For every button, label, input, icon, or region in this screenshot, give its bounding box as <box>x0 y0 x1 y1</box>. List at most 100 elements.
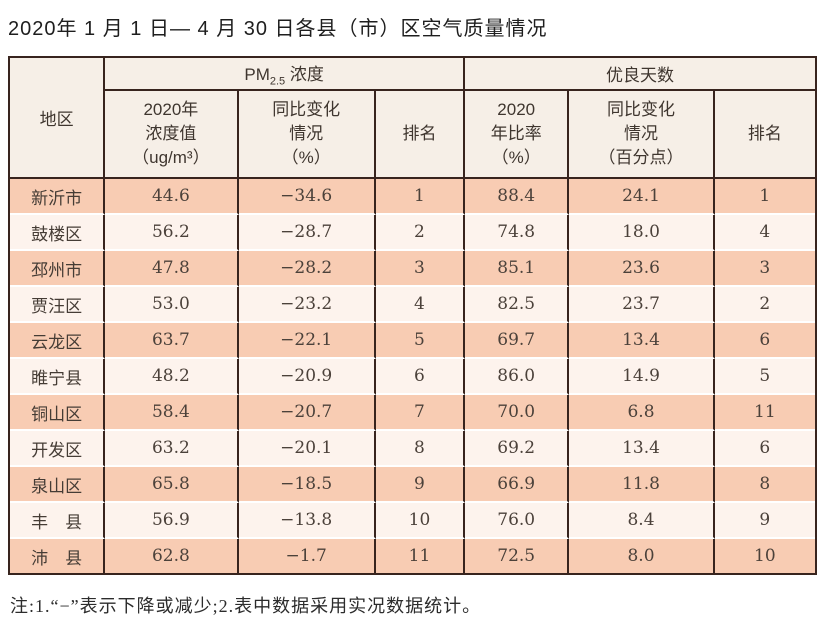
days-rate-cell: 76.0 <box>465 503 570 539</box>
days-rate-cell: 69.2 <box>465 431 570 467</box>
region-cell: 泉山区 <box>10 467 106 503</box>
pm-rank-cell: 6 <box>375 359 466 395</box>
pm-value-cell: 44.6 <box>105 179 239 215</box>
days-rank-cell: 6 <box>714 431 815 467</box>
table-row: 开发区 63.2 −20.1 8 69.2 13.4 6 <box>10 431 815 467</box>
column-header-pm-rank: 排名 <box>375 91 466 179</box>
days-change-cell: 13.4 <box>569 431 715 467</box>
pm-rank-cell: 3 <box>375 251 466 287</box>
days-rate-cell: 86.0 <box>465 359 570 395</box>
column-header-days-rank: 排名 <box>714 91 815 179</box>
column-header-region: 地区 <box>10 58 106 179</box>
pm-value-cell: 62.8 <box>105 539 239 573</box>
table-body: 新沂市 44.6 −34.6 1 88.4 24.1 1 鼓楼区 56.2 −2… <box>10 179 815 573</box>
days-rate-cell: 69.7 <box>465 323 570 359</box>
pm-value-cell: 56.2 <box>105 215 239 251</box>
table-row: 鼓楼区 56.2 −28.7 2 74.8 18.0 4 <box>10 215 815 251</box>
pm-change-cell: −20.9 <box>238 359 376 395</box>
region-cell: 鼓楼区 <box>10 215 106 251</box>
days-change-cell: 18.0 <box>569 215 715 251</box>
days-rank-cell: 1 <box>714 179 815 215</box>
column-header-pm-value: 2020年 浓度值 （ug/m³） <box>105 91 239 179</box>
pm-value-cell: 47.8 <box>105 251 239 287</box>
region-cell: 新沂市 <box>10 179 106 215</box>
days-change-cell: 14.9 <box>569 359 715 395</box>
region-cell: 开发区 <box>10 431 106 467</box>
days-rank-cell: 8 <box>714 467 815 503</box>
column-group-good-days: 优良天数 <box>465 58 815 91</box>
days-rate-cell: 85.1 <box>465 251 570 287</box>
pm-value-cell: 63.2 <box>105 431 239 467</box>
pm25-label-suffix: 浓度 <box>285 64 324 84</box>
days-rank-cell: 5 <box>714 359 815 395</box>
days-rank-cell: 11 <box>714 395 815 431</box>
days-rank-cell: 9 <box>714 503 815 539</box>
pm-change-cell: −34.6 <box>238 179 376 215</box>
column-header-days-rate: 2020 年比率 （%） <box>465 91 570 179</box>
air-quality-table: 地区 PM2.5 浓度 优良天数 2020年 浓度值 （ug/m³） 同比变化 … <box>8 56 817 575</box>
pm-rank-cell: 9 <box>375 467 466 503</box>
table-row: 新沂市 44.6 −34.6 1 88.4 24.1 1 <box>10 179 815 215</box>
pm-value-cell: 53.0 <box>105 287 239 323</box>
table-row: 铜山区 58.4 −20.7 7 70.0 6.8 11 <box>10 395 815 431</box>
column-header-days-change: 同比变化 情况 （百分点） <box>569 91 715 179</box>
days-rank-cell: 10 <box>714 539 815 573</box>
footnote: 注:1.“−”表示下降或减少;2.表中数据采用实况数据统计。 <box>10 596 482 616</box>
region-cell: 邳州市 <box>10 251 106 287</box>
pm-change-cell: −13.8 <box>238 503 376 539</box>
pm-value-cell: 56.9 <box>105 503 239 539</box>
table-row: 泉山区 65.8 −18.5 9 66.9 11.8 8 <box>10 467 815 503</box>
days-change-cell: 11.8 <box>569 467 715 503</box>
days-rate-cell: 88.4 <box>465 179 570 215</box>
pm-value-cell: 63.7 <box>105 323 239 359</box>
days-change-cell: 13.4 <box>569 323 715 359</box>
pm-rank-cell: 1 <box>375 179 466 215</box>
pm-change-cell: −28.7 <box>238 215 376 251</box>
header-group-row: 地区 PM2.5 浓度 优良天数 <box>10 58 815 179</box>
days-rate-cell: 82.5 <box>465 287 570 323</box>
page-title: 2020年 1 月 1 日— 4 月 30 日各县（市）区空气质量情况 <box>8 18 548 40</box>
days-change-cell: 23.7 <box>569 287 715 323</box>
pm-value-cell: 65.8 <box>105 467 239 503</box>
days-rate-cell: 74.8 <box>465 215 570 251</box>
days-rank-cell: 3 <box>714 251 815 287</box>
header-sub-row: 2020年 浓度值 （ug/m³） 同比变化 情况 （%） 排名 2020 年比… <box>10 91 815 179</box>
region-cell: 沛 县 <box>10 539 106 573</box>
pm25-label-prefix: PM <box>244 64 270 84</box>
pm-value-cell: 48.2 <box>105 359 239 395</box>
column-header-pm-change: 同比变化 情况 （%） <box>238 91 376 179</box>
column-group-pm25: PM2.5 浓度 <box>105 58 466 91</box>
days-change-cell: 8.0 <box>569 539 715 573</box>
region-cell: 贾汪区 <box>10 287 106 323</box>
region-cell: 云龙区 <box>10 323 106 359</box>
days-rank-cell: 2 <box>714 287 815 323</box>
pm25-subscript: 2.5 <box>269 75 286 88</box>
table-row: 睢宁县 48.2 −20.9 6 86.0 14.9 5 <box>10 359 815 395</box>
table-row: 贾汪区 53.0 −23.2 4 82.5 23.7 2 <box>10 287 815 323</box>
days-rate-cell: 70.0 <box>465 395 570 431</box>
pm-rank-cell: 2 <box>375 215 466 251</box>
pm-change-cell: −20.7 <box>238 395 376 431</box>
pm-rank-cell: 8 <box>375 431 466 467</box>
table-header: 地区 PM2.5 浓度 优良天数 2020年 浓度值 （ug/m³） 同比变化 … <box>10 58 815 179</box>
region-cell: 丰 县 <box>10 503 106 539</box>
days-rate-cell: 72.5 <box>465 539 570 573</box>
days-rank-cell: 6 <box>714 323 815 359</box>
days-rate-cell: 66.9 <box>465 467 570 503</box>
days-change-cell: 23.6 <box>569 251 715 287</box>
pm-value-cell: 58.4 <box>105 395 239 431</box>
pm-rank-cell: 10 <box>375 503 466 539</box>
days-rank-cell: 4 <box>714 215 815 251</box>
days-change-cell: 24.1 <box>569 179 715 215</box>
pm-change-cell: −28.2 <box>238 251 376 287</box>
pm-rank-cell: 4 <box>375 287 466 323</box>
table-row: 云龙区 63.7 −22.1 5 69.7 13.4 6 <box>10 323 815 359</box>
pm-change-cell: −23.2 <box>238 287 376 323</box>
days-change-cell: 6.8 <box>569 395 715 431</box>
region-cell: 睢宁县 <box>10 359 106 395</box>
days-change-cell: 8.4 <box>569 503 715 539</box>
pm-change-cell: −20.1 <box>238 431 376 467</box>
table-row: 邳州市 47.8 −28.2 3 85.1 23.6 3 <box>10 251 815 287</box>
pm-change-cell: −18.5 <box>238 467 376 503</box>
table-row: 丰 县 56.9 −13.8 10 76.0 8.4 9 <box>10 503 815 539</box>
